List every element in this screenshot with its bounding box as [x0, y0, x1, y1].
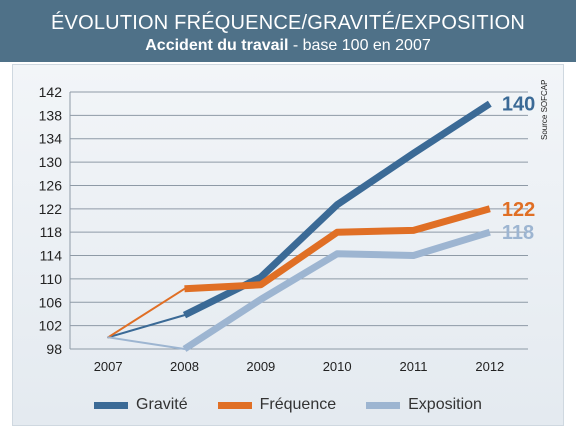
y-tick-label: 134 — [39, 131, 63, 147]
y-tick-label: 114 — [40, 248, 63, 264]
chart-subtitle: Accident du travail - base 100 en 2007 — [0, 36, 576, 55]
x-tick-label: 2011 — [400, 359, 428, 374]
y-tick-label: 138 — [39, 107, 63, 123]
x-tick-label: 2010 — [323, 359, 352, 374]
legend-item: Exposition — [366, 396, 482, 414]
legend-swatch — [94, 401, 129, 409]
series-line-start-2 — [107, 336, 186, 350]
legend-label: Fréquence — [259, 396, 337, 413]
series-end-label: 140 — [502, 94, 535, 116]
x-tick-label: 2007 — [94, 359, 123, 374]
series-line-1 — [184, 205, 491, 293]
series-line-start-1 — [107, 287, 186, 339]
series-end-label: 118 — [502, 222, 534, 244]
legend-swatch — [366, 401, 401, 409]
source-note: Source SOFCAP — [540, 79, 549, 140]
x-tick-label: 2008 — [170, 359, 199, 374]
y-tick-label: 118 — [40, 224, 63, 240]
y-tick-label: 126 — [39, 177, 63, 193]
series-line-0 — [182, 100, 492, 319]
series-line-start-0 — [107, 314, 186, 339]
series-end-label: 122 — [502, 199, 535, 221]
chart-title: ÉVOLUTION FRÉQUENCE/GRAVITÉ/EXPOSITION — [51, 12, 525, 34]
x-tick-label: 2009 — [246, 359, 275, 374]
y-tick-label: 98 — [46, 341, 62, 357]
legend-label: Exposition — [408, 396, 482, 413]
legend-label: Gravité — [136, 396, 188, 413]
chart-subtitle-bold: Accident du travail — [145, 37, 289, 54]
chart-subtitle-rest: - base 100 en 2007 — [288, 37, 431, 54]
legend-item: Gravité — [94, 396, 188, 414]
y-tick-label: 102 — [39, 318, 63, 334]
plot-panel — [12, 64, 564, 426]
y-tick-label: 122 — [39, 201, 63, 217]
series-line-2 — [182, 228, 491, 352]
y-tick-label: 142 — [39, 84, 63, 100]
x-tick-label: 2012 — [475, 359, 504, 374]
legend-swatch — [217, 401, 252, 409]
y-tick-label: 106 — [39, 294, 63, 310]
legend-item: Fréquence — [217, 396, 337, 414]
y-tick-label: 130 — [39, 154, 63, 170]
y-tick-label: 110 — [40, 271, 63, 287]
legend: Gravité Fréquence Exposition — [0, 392, 576, 418]
chart-header: ÉVOLUTION FRÉQUENCE/GRAVITÉ/EXPOSITION A… — [0, 0, 576, 62]
